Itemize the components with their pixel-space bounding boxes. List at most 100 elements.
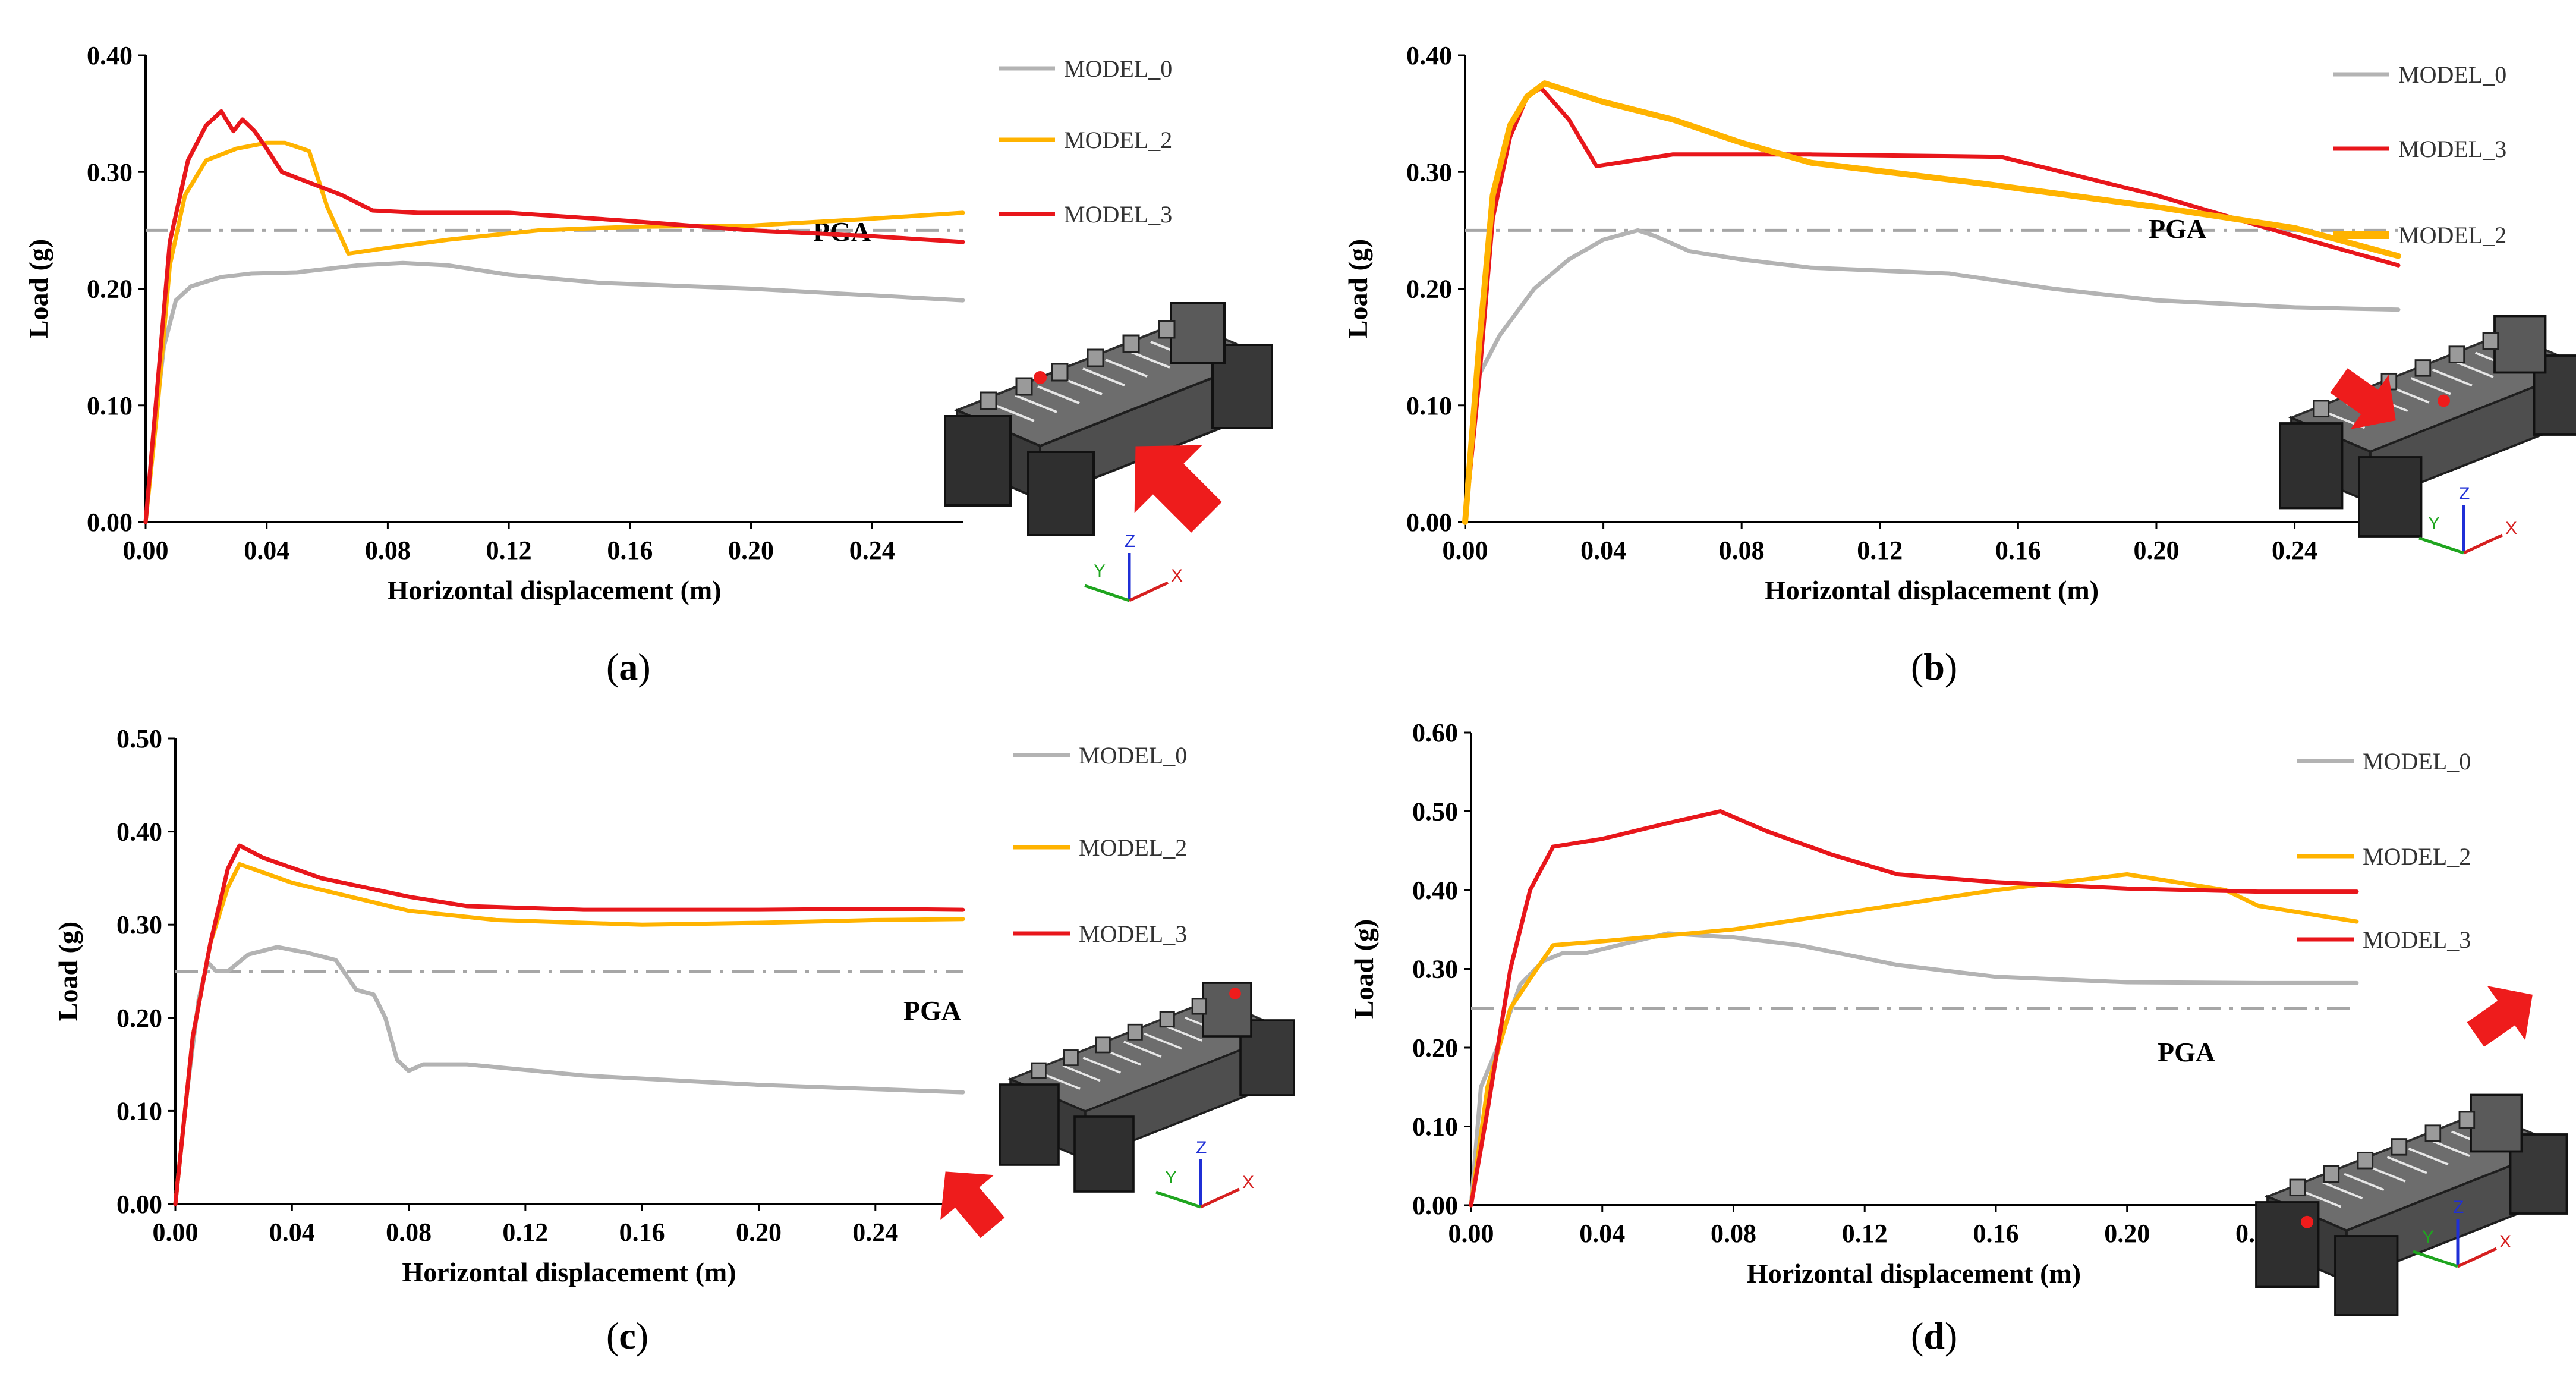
chart-d-svg: 0.00 0.10 0.20 0.30 0.40 0.50 0.60 0.00 0.04 0.08… [1349,718,2568,1316]
legend-label-model_2: MODEL_2 [1079,834,1187,861]
x-tick-label: 0.04 [1580,536,1626,565]
building-rib [2408,1147,2449,1166]
x-axis-title: Horizontal displacement (m) [1747,1258,2081,1288]
y-tick-label: 0.50 [1412,797,1458,826]
building-rib [2322,1181,2363,1200]
x-tick-label: 0.20 [2133,536,2179,565]
building-corner-tower [1170,302,1226,364]
x-tick-label: 0.16 [619,1218,665,1247]
chart-panel-b: 0.00 0.10 0.20 0.30 0.40 0.00 0.04 0.08 0.12 0.16… [1293,0,2576,672]
building-corner-tower [2493,315,2547,374]
building-corner-tower [2279,422,2344,510]
y-tick-label: 0.10 [1406,391,1452,420]
x-tick-label: 0.16 [1995,536,2041,565]
building-crenel [1087,348,1104,367]
control-node-marker [1229,988,1241,999]
x-tick-label: 0.04 [244,536,289,565]
series-line-model_3 [1469,809,2359,1208]
x-axis-line [2457,1247,2498,1268]
building-crenel [1158,320,1176,339]
y-tick-label: 0.20 [1406,275,1452,304]
z-axis-label: Z [2453,1197,2464,1217]
building-corner-tower [2255,1201,2320,1288]
x-tick-label: 0.12 [1842,1219,1888,1248]
y-axis-line [2413,1250,2458,1268]
legend-label-model_0: MODEL_0 [2398,61,2506,88]
x-tick-label: 0.04 [269,1218,315,1247]
series-line-model_2 [173,862,965,1206]
y-tick-label: 0.40 [116,818,162,847]
y-axis-title: Load (g) [53,922,83,1021]
y-axis-line [2418,536,2464,555]
legend-label-model_2: MODEL_2 [2363,843,2471,870]
building-model-3d [944,302,1273,536]
x-tick-label: 0.20 [2104,1219,2150,1248]
building-crenel [1127,1023,1143,1041]
building-corner-tower [1073,1115,1135,1193]
building-corner-tower [1027,451,1095,536]
building-crenel [2313,400,2330,418]
building-rib [1037,385,1080,404]
building-rib [2410,377,2451,395]
building-crenel [980,391,997,410]
y-axis-label: Y [2428,514,2440,533]
building-crenel [2414,359,2432,377]
y-tick-label: 0.00 [1412,1191,1458,1220]
chart-panel-d: 0.00 0.10 0.20 0.30 0.40 0.50 0.60 0.00 0.04 0.08… [1293,696,2571,1350]
x-tick-label: 0.12 [486,536,532,565]
building-crenel [2357,1151,2374,1170]
building-model-3d [999,982,1295,1193]
series-line-model_0 [1463,228,2401,524]
series-line-model_2 [143,140,965,524]
control-node-marker [2438,394,2450,407]
building-corner-tower [999,1083,1060,1166]
building-crenel [1031,1062,1047,1079]
x-tick-label: 0.04 [1579,1219,1625,1248]
legend-label-model_2: MODEL_2 [1064,127,1172,153]
arrow-shape [1134,445,1222,533]
building-rib [2301,1190,2342,1208]
y-axis-label: Y [2422,1227,2434,1247]
arrow-shape [2467,986,2533,1047]
series-line-model_3 [143,109,965,524]
caption-d: (d) [1911,1315,1958,1357]
building-rib [1082,1057,1122,1074]
arrow-shape [2330,368,2396,429]
x-tick-label: 0.24 [849,536,895,565]
x-tick-label: 0.12 [502,1218,548,1247]
chart-b-svg: 0.00 0.10 0.20 0.30 0.40 0.00 0.04 0.08 0.12 0.16… [1343,41,2576,605]
building-crenel [1095,1036,1111,1054]
building-rib [2453,360,2494,378]
x-axis-title: Horizontal displacement (m) [387,575,721,605]
building-crenel [2289,1178,2306,1197]
x-axis-line [1128,581,1169,602]
building-crenel [1191,998,1207,1015]
legend-label-model_0: MODEL_0 [1079,742,1187,769]
x-axis-title: Horizontal displacement (m) [1765,575,2099,605]
y-tick-label: 0.40 [1412,876,1458,905]
z-axis-label: Z [1196,1138,1207,1158]
building-rib [2429,1139,2470,1157]
x-axis-line [1199,1187,1240,1209]
y-tick-label: 0.10 [87,391,133,420]
x-tick-label: 0.16 [1973,1219,2018,1248]
x-tick-label: 0.12 [1857,536,1903,565]
series-line-model_2 [1469,872,2359,1208]
load-direction-arrow-icon [2330,368,2396,429]
y-axis-label: Y [1094,561,1106,581]
x-axis-title: Horizontal displacement (m) [402,1257,736,1287]
building-rib [2432,368,2473,387]
legend-label-model_3: MODEL_3 [2363,926,2471,953]
building-crenel [1051,363,1069,382]
building-crenel [1063,1049,1079,1066]
building-model-3d [2255,1093,2568,1316]
building-corner-tower [2358,456,2423,538]
legend-label-model_0: MODEL_0 [1064,55,1172,82]
y-axis-title: Load (g) [1343,239,1373,338]
chart-panel-a: 0.00 0.10 0.20 0.30 0.40 0.00 0.04 0.08 0.12 0.16… [0,0,1278,672]
pga-label: PGA [903,995,961,1026]
pga-label: PGA [2149,213,2206,244]
x-tick-label: 0.00 [153,1218,199,1247]
x-tick-label: 0.20 [736,1218,782,1247]
series-line-model_3 [173,843,965,1206]
